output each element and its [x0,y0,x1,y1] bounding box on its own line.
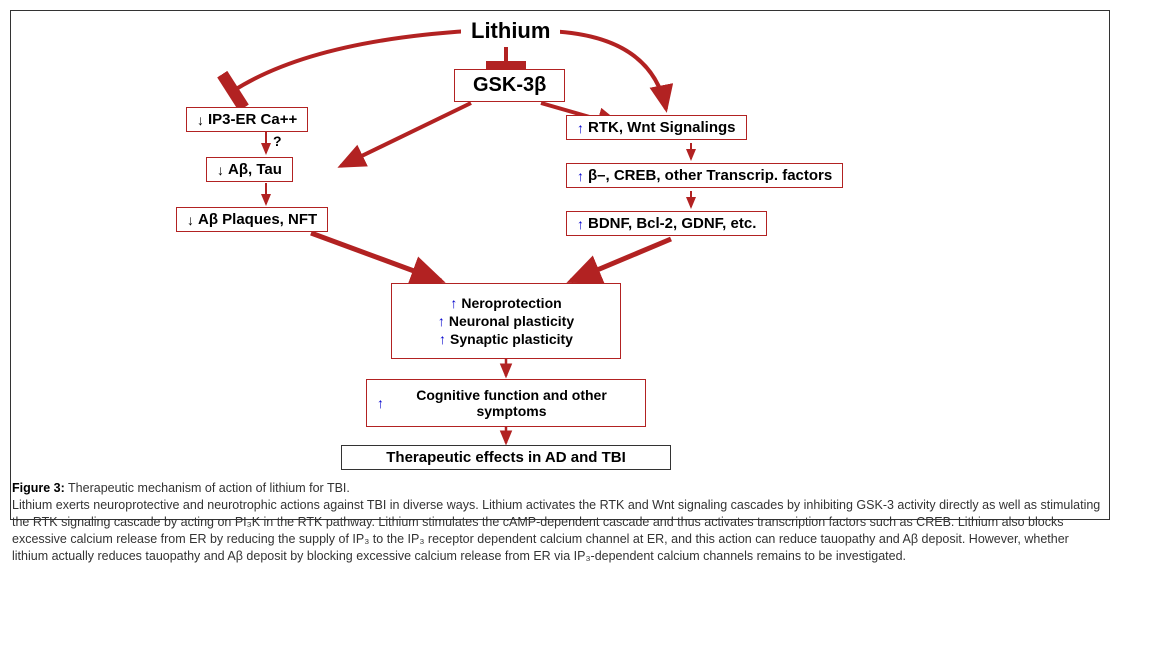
nero3-label: Synaptic plasticity [450,331,573,347]
diagram-container: Lithium GSK-3β ↓ IP3-ER Ca++ ? ↓ Aβ, Tau… [10,10,1110,520]
node-bdnf: ↑ BDNF, Bcl-2, GDNF, etc. [566,211,767,236]
caption-body: Lithium exerts neuroprotective and neuro… [12,498,1100,563]
up-arrow-icon: ↑ [438,313,445,329]
caption-title: Therapeutic mechanism of action of lithi… [68,481,350,495]
node-rtk: ↑ RTK, Wnt Signalings [566,115,747,140]
up-arrow-icon: ↑ [577,120,584,136]
up-arrow-icon: ↑ [577,216,584,232]
up-arrow-icon: ↑ [439,331,446,347]
down-arrow-icon: ↓ [217,162,224,178]
node-lithium: Lithium [461,15,560,47]
node-plaques: ↓ Aβ Plaques, NFT [176,207,328,232]
node-gsk: GSK-3β [454,69,565,102]
therapeutic-label: Therapeutic effects in AD and TBI [386,449,625,466]
node-cognitive: ↑ Cognitive function and other symptoms [366,379,646,427]
up-arrow-icon: ↑ [377,395,384,411]
nero1-label: Neroprotection [461,295,561,311]
node-neroprotection: ↑Neroprotection ↑Neuronal plasticity ↑Sy… [391,283,621,359]
up-arrow-icon: ↑ [450,295,457,311]
up-arrow-icon: ↑ [577,168,584,184]
question-mark: ? [273,133,282,149]
gsk-label: GSK-3β [473,74,546,97]
abtau-label: Aβ, Tau [228,161,282,178]
cognitive-label: Cognitive function and other symptoms [388,387,635,419]
node-ip3: ↓ IP3-ER Ca++ [186,107,308,132]
rtk-label: RTK, Wnt Signalings [588,119,736,136]
node-therapeutic: Therapeutic effects in AD and TBI [341,445,671,470]
node-abtau: ↓ Aβ, Tau [206,157,293,182]
creb-label: β–, CREB, other Transcrip. factors [588,167,832,184]
nero2-label: Neuronal plasticity [449,313,574,329]
ip3-label: IP3-ER Ca++ [208,111,297,128]
lithium-label: Lithium [471,18,550,44]
down-arrow-icon: ↓ [187,212,194,228]
figure-caption: Figure 3: Therapeutic mechanism of actio… [12,480,1107,564]
down-arrow-icon: ↓ [197,112,204,128]
caption-label: Figure 3: [12,481,65,495]
node-creb: ↑ β–, CREB, other Transcrip. factors [566,163,843,188]
plaques-label: Aβ Plaques, NFT [198,211,317,228]
bdnf-label: BDNF, Bcl-2, GDNF, etc. [588,215,756,232]
